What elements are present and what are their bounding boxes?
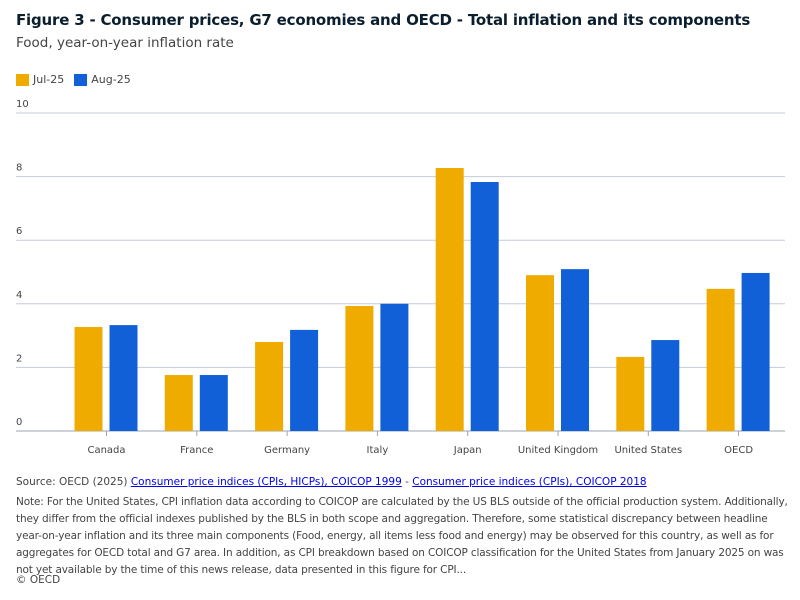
bar-aug-25-oecd[interactable]	[741, 272, 770, 431]
bar-jul-25-oecd[interactable]	[706, 288, 735, 431]
legend-label: Jul-25	[33, 73, 65, 86]
bar-jul-25-germany[interactable]	[255, 341, 284, 431]
x-tick-label: United States	[614, 445, 682, 456]
y-tick-label: 6	[16, 226, 22, 237]
x-tick-label: Italy	[367, 445, 389, 456]
bar-aug-25-canada[interactable]	[109, 325, 138, 431]
bar-jul-25-united-states[interactable]	[616, 356, 645, 431]
y-tick-label: 10	[16, 99, 29, 110]
chart-subtitle: Food, year-on-year inflation rate	[16, 35, 234, 51]
legend-item-jul[interactable]: Jul-25	[16, 73, 64, 86]
x-tick-label: France	[180, 445, 213, 456]
source-link-coicop-1999[interactable]: Consumer price indices (CPIs, HICPs), CO…	[130, 476, 402, 488]
source-separator: -	[401, 476, 413, 488]
bar-aug-25-united-kingdom[interactable]	[561, 269, 589, 431]
bar-jul-25-canada[interactable]	[74, 327, 103, 431]
x-tick-label: Japan	[453, 445, 482, 456]
legend-swatch	[16, 73, 29, 86]
bar-jul-25-italy[interactable]	[345, 306, 374, 431]
note: Note: For the United States, CPI inflati…	[16, 496, 788, 576]
y-tick-label: 0	[16, 417, 22, 428]
source-prefix: Source: OECD (2025)	[16, 476, 131, 488]
copyright: © OECD	[16, 574, 61, 586]
source: Source: OECD (2025) Consumer price indic…	[16, 476, 647, 488]
y-tick-label: 4	[16, 290, 22, 301]
bar-jul-25-united-kingdom[interactable]	[526, 275, 554, 431]
bar-jul-25-japan[interactable]	[435, 168, 464, 431]
y-tick-label: 2	[16, 353, 22, 364]
x-tick-label: OECD	[724, 445, 753, 456]
source-link-coicop-2018[interactable]: Consumer price indices (CPIs), COICOP 20…	[412, 476, 647, 488]
bar-aug-25-japan[interactable]	[470, 182, 499, 431]
legend-label: Aug-25	[91, 73, 131, 86]
bar-jul-25-france[interactable]	[164, 375, 193, 431]
bar-chart: 0 2 4 6 8 10 Canada France Germany Italy Japan Unit…	[16, 99, 785, 456]
x-tick-label: Germany	[264, 445, 310, 456]
y-tick-label: 8	[16, 163, 22, 174]
x-tick-label: Canada	[87, 445, 125, 456]
bar-aug-25-italy[interactable]	[380, 303, 409, 431]
legend-swatch	[74, 73, 88, 86]
bar-aug-25-united-states[interactable]	[651, 340, 680, 431]
legend: Jul-25 Aug-25	[16, 73, 131, 86]
chart-title: Figure 3 - Consumer prices, G7 economies…	[16, 11, 751, 29]
x-tick-label: United Kingdom	[518, 445, 598, 456]
legend-item-aug[interactable]: Aug-25	[74, 73, 131, 86]
bar-aug-25-france[interactable]	[199, 375, 228, 431]
bar-aug-25-germany[interactable]	[290, 329, 319, 431]
